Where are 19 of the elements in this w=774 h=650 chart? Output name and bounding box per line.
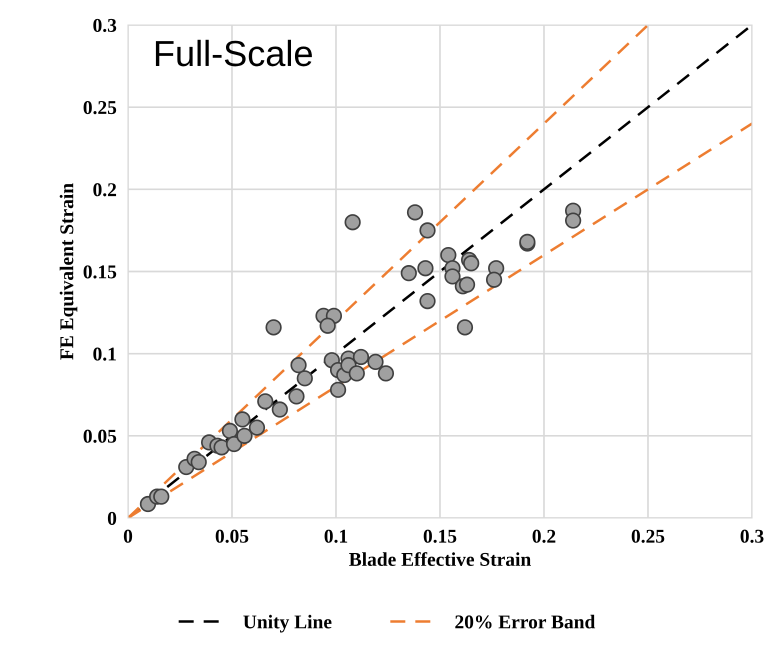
- y-tick-label: 0.05: [84, 430, 116, 443]
- x-tick-label: 0: [124, 530, 132, 543]
- x-tick-label: 0.25: [632, 530, 664, 543]
- annotation: Full-Scale: [156, 40, 312, 66]
- y-tick-label: 0.2: [93, 183, 116, 196]
- y-tick-label: 0.15: [84, 265, 116, 279]
- y-tick-label: 0.1: [93, 347, 116, 361]
- y-axis-title: FE Equivalent Strain: [60, 183, 78, 360]
- x-tick-label: 0.1: [324, 530, 348, 543]
- x-tick-label: 0.2: [532, 530, 556, 543]
- y-tick-label: 0.3: [93, 18, 116, 32]
- x-tick-label: 0.05: [216, 530, 248, 543]
- x-tick-label: 0.3: [740, 530, 764, 543]
- y-tick-label: 0.25: [84, 100, 116, 114]
- x-axis-title: Blade Effective Strain: [349, 552, 531, 566]
- legend-label: 20% Error Band: [455, 614, 596, 629]
- legend-label: Unity Line: [243, 614, 332, 632]
- y-tick-label: 0: [108, 512, 116, 525]
- x-tick-label: 0.15: [424, 530, 456, 543]
